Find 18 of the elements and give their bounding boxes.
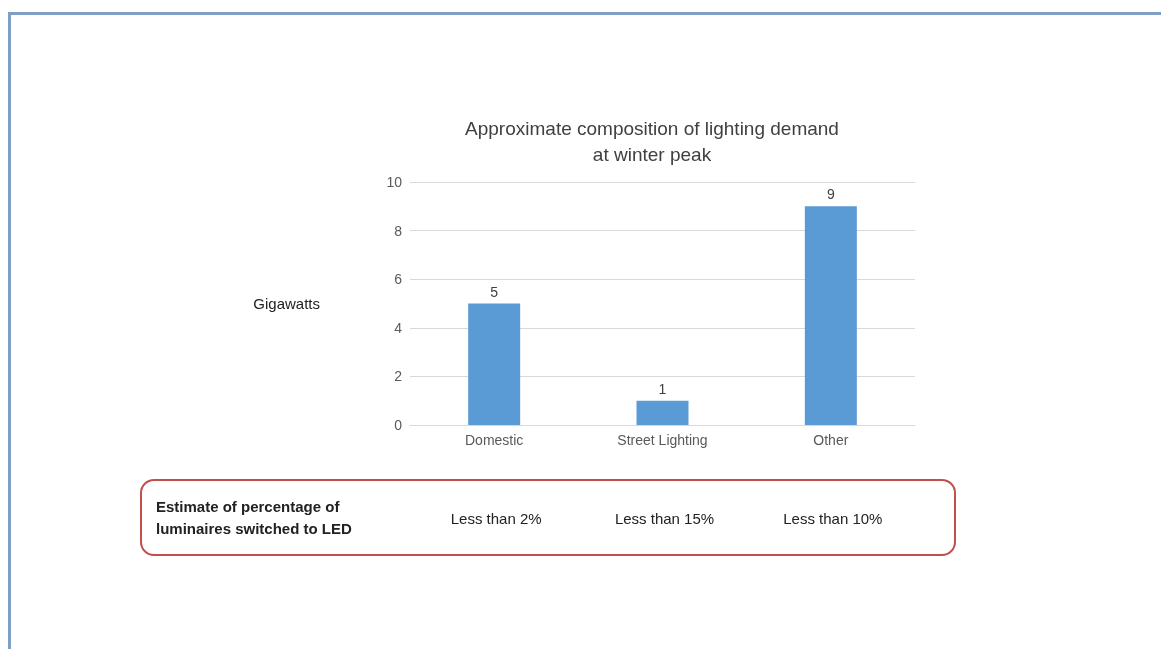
y-axis-title: Gigawatts <box>253 295 320 312</box>
x-tick-label: Domestic <box>464 432 524 448</box>
data-label: 9 <box>826 186 835 203</box>
y-tick-label: 0 <box>394 417 403 433</box>
chart-title: Approximate composition of lighting demand at winter peak <box>465 117 839 165</box>
y-tick-label: 6 <box>394 271 403 288</box>
bar <box>804 206 857 425</box>
x-tick-label: Other <box>813 432 849 448</box>
data-label: 1 <box>658 380 667 397</box>
y-tick-label: 10 <box>386 174 403 190</box>
table-outline: Estimate of percentage of luminaires switched to LED Less than 2% Less than 15% Less than 10% <box>140 479 956 556</box>
data-label: 5 <box>490 283 499 300</box>
y-tick-label: 8 <box>394 222 403 239</box>
x-tick-label: Street Lighting <box>617 432 708 448</box>
y-tick-label: 2 <box>394 368 403 385</box>
bar <box>636 400 689 425</box>
y-tick-label: 4 <box>394 319 403 336</box>
bar <box>468 303 521 425</box>
